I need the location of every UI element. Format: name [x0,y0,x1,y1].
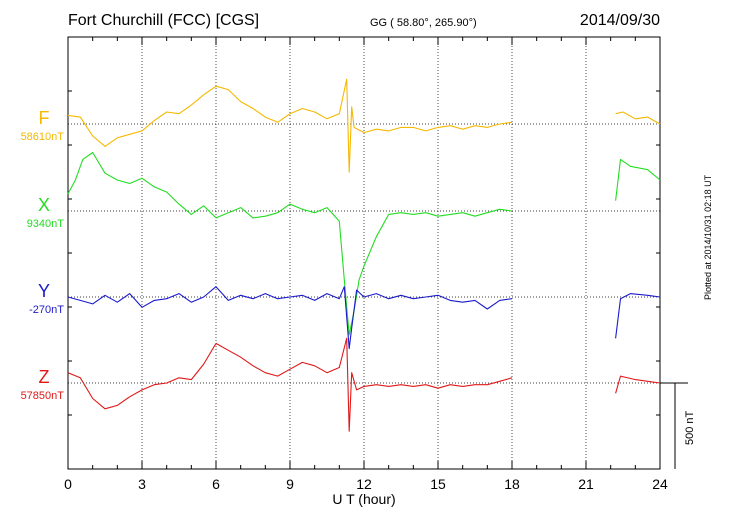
station-title: Fort Churchill (FCC) [CGS] [68,12,260,29]
x-tick-label: 3 [138,476,146,492]
channel-f-baseline: 58610nT [20,131,64,143]
x-axis-label: U T (hour) [332,491,395,507]
channel-y-baseline: -270nT [29,304,64,316]
x-tick-label: 18 [504,476,520,492]
x-tick-label: 21 [578,476,594,492]
x-tick-label: 0 [64,476,72,492]
series-line-z [67,337,513,432]
x-tick-label: 9 [286,476,294,492]
channel-y-letter: Y [37,281,50,301]
channel-z-letter: Z [38,367,50,387]
x-axis-ticks: 0 3 6 9 12 15 18 21 24 [64,37,668,492]
x-tick-label: 6 [212,476,220,492]
scale-bar: 500 nT [660,382,696,469]
x-tick-label: 24 [652,476,668,492]
channel-f-letter: F [38,108,50,128]
station-coordinates: GG ( 58.80°, 265.90°) [370,17,477,29]
channel-x-letter: X [37,195,50,215]
x-tick-label: 12 [356,476,372,492]
grid-lines [68,37,660,469]
series-line-y [67,286,513,350]
series-line-x [67,151,513,336]
series-group [67,78,661,432]
x-tick-label: 15 [430,476,446,492]
chart-date: 2014/09/30 [579,12,660,29]
series-line-f-late [615,111,661,125]
channel-z-baseline: 57850nT [20,390,64,402]
channel-x-baseline: 9340nT [26,218,64,230]
series-line-f [67,78,513,173]
series-line-x-late [615,158,661,201]
series-line-z-late [615,375,661,394]
series-line-y-late [615,293,661,339]
scale-bar-label: 500 nT [684,410,696,445]
